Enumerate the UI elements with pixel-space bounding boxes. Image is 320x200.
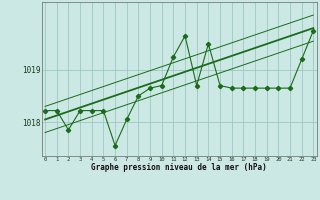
X-axis label: Graphe pression niveau de la mer (hPa): Graphe pression niveau de la mer (hPa) (91, 163, 267, 172)
